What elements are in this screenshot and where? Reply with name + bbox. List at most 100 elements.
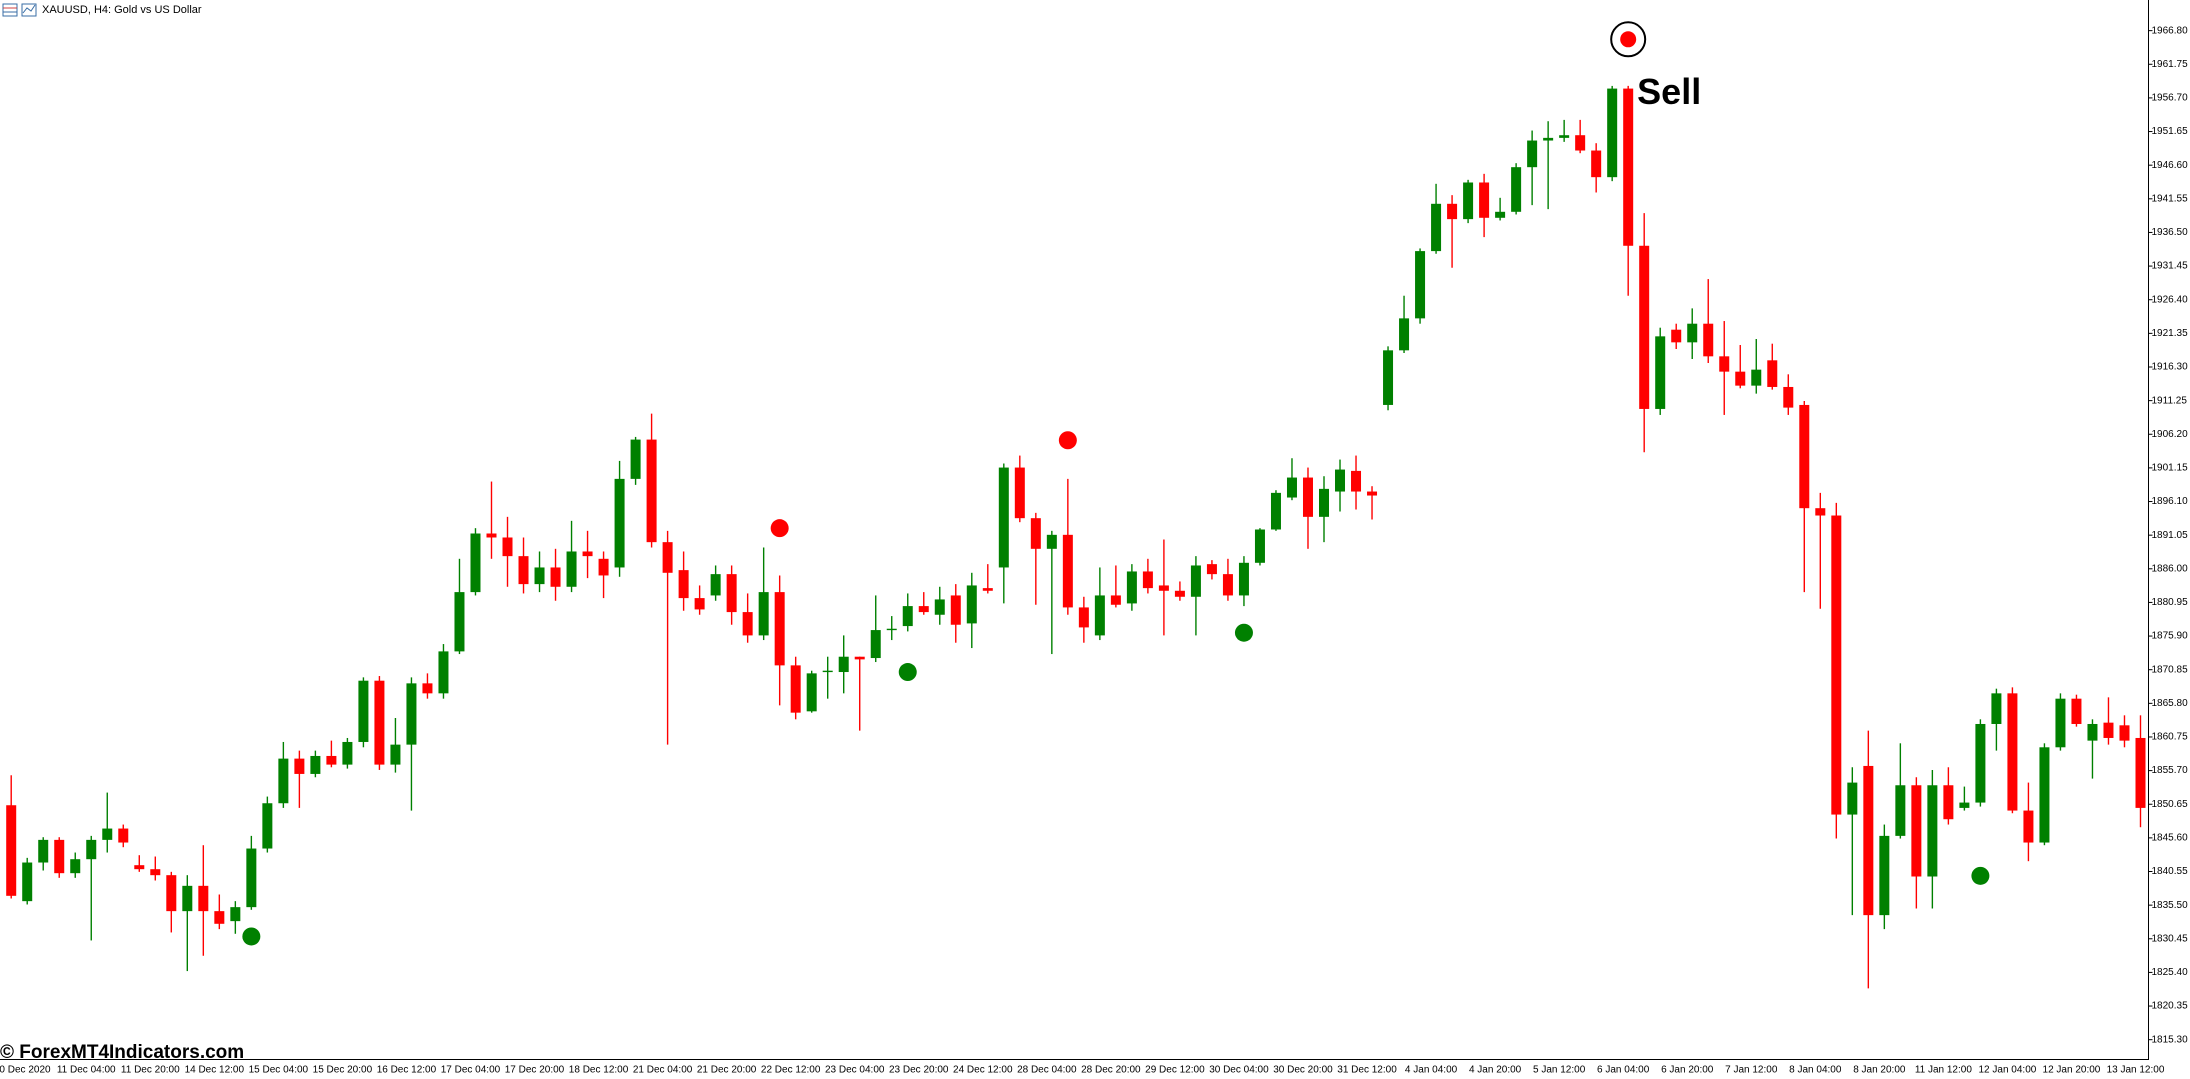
- y-tick-label: 1941.55: [2152, 193, 2189, 204]
- candle-body: [1383, 350, 1394, 405]
- candle-body: [1335, 469, 1346, 492]
- signal-ring: [1610, 21, 1647, 58]
- y-tick-label: 1865.80: [2152, 698, 2189, 709]
- candle-body: [1030, 518, 1041, 549]
- y-tick-label: 1961.75: [2152, 59, 2189, 70]
- x-tick-label: 17 Dec 20:00: [505, 1065, 565, 1076]
- x-tick-label: 30 Dec 04:00: [1209, 1065, 1269, 1076]
- candle-body: [998, 467, 1009, 568]
- candle-body: [390, 744, 401, 765]
- candle-body: [214, 911, 225, 924]
- candle-body: [1543, 137, 1554, 141]
- candle-body: [838, 656, 849, 673]
- y-tick-label: 1926.40: [2152, 294, 2189, 305]
- candle-body: [870, 630, 881, 659]
- y-tick-label: 1946.60: [2152, 160, 2189, 171]
- y-tick-label: 1896.10: [2152, 496, 2189, 507]
- candle-body: [438, 651, 449, 694]
- x-tick-label: 18 Dec 12:00: [569, 1065, 629, 1076]
- candle-body: [1511, 167, 1522, 212]
- y-tick-label: 1855.70: [2152, 765, 2189, 776]
- candle-body: [1847, 782, 1858, 815]
- y-tick-label: 1906.20: [2152, 429, 2189, 440]
- candle-body: [1142, 571, 1153, 589]
- x-tick-label: 15 Dec 04:00: [249, 1065, 309, 1076]
- candle-body: [1815, 508, 1826, 516]
- candle-body: [1062, 534, 1073, 608]
- candle-body: [1286, 477, 1297, 498]
- signal-dot: [1234, 623, 1253, 642]
- candle-body: [982, 588, 993, 591]
- x-tick-label: 24 Dec 12:00: [953, 1065, 1013, 1076]
- candle-body: [1078, 607, 1089, 628]
- x-tick-label: 6 Jan 20:00: [1661, 1065, 1714, 1076]
- candle-body: [454, 592, 465, 652]
- candle-body: [2087, 723, 2098, 741]
- candle-body: [2119, 725, 2130, 741]
- x-tick-label: 16 Dec 12:00: [377, 1065, 437, 1076]
- x-tick-label: 23 Dec 04:00: [825, 1065, 885, 1076]
- candle-body: [774, 592, 785, 666]
- candle-body: [70, 859, 81, 874]
- candle-body: [422, 683, 433, 694]
- candle-body: [1623, 88, 1634, 246]
- candle-body: [918, 606, 929, 613]
- candle-body: [1719, 356, 1730, 372]
- candle-body: [182, 885, 193, 912]
- icon-line: [22, 4, 36, 14]
- candle-body: [710, 574, 721, 596]
- candle-body: [2039, 747, 2050, 843]
- candle-body: [358, 680, 369, 742]
- candle-body: [54, 839, 65, 874]
- x-tick-label: 11 Dec 04:00: [57, 1065, 116, 1076]
- candle-body: [1895, 785, 1906, 836]
- x-tick-label: 12 Jan 20:00: [2043, 1065, 2101, 1076]
- x-tick-label: 10 Dec 2020: [0, 1065, 51, 1076]
- candle-body: [262, 803, 273, 849]
- candle-body: [1367, 491, 1378, 496]
- x-tick-label: 21 Dec 20:00: [697, 1065, 757, 1076]
- candle-body: [166, 875, 177, 912]
- y-tick-label: 1835.50: [2152, 900, 2189, 911]
- candle-body: [646, 439, 657, 543]
- candle-body: [134, 865, 145, 870]
- signal-dot: [1620, 31, 1637, 48]
- candle-body: [1126, 571, 1137, 604]
- candle-body: [1863, 765, 1874, 916]
- candle-body: [550, 567, 561, 587]
- signal-dot: [1058, 431, 1077, 450]
- candle-body: [678, 570, 689, 599]
- candle-body: [278, 758, 289, 804]
- candle-body: [198, 885, 209, 912]
- candle-body: [1959, 802, 1970, 808]
- watermark: © ForexMT4Indicators.com: [0, 1042, 244, 1063]
- candle-body: [1991, 693, 2002, 724]
- candle-body: [566, 551, 577, 587]
- candle-body: [1527, 140, 1538, 168]
- candle-body: [1094, 595, 1105, 636]
- candle-body: [1975, 723, 1986, 803]
- x-tick-label: 8 Jan 20:00: [1853, 1065, 1906, 1076]
- candle-body: [102, 828, 113, 840]
- x-tick-label: 4 Jan 20:00: [1469, 1065, 1522, 1076]
- candle-body: [1911, 785, 1922, 877]
- candle-body: [406, 683, 417, 745]
- y-tick-label: 1825.40: [2152, 967, 2189, 978]
- x-tick-label: 6 Jan 04:00: [1597, 1065, 1650, 1076]
- candle-body: [1222, 574, 1233, 596]
- candle-body: [1351, 470, 1362, 492]
- x-tick-label: 28 Dec 20:00: [1081, 1065, 1141, 1076]
- candle-body: [806, 673, 817, 712]
- candle-body: [1206, 564, 1217, 575]
- candle-body: [310, 755, 321, 774]
- candle-body: [1431, 203, 1442, 252]
- candle-body: [1495, 211, 1506, 218]
- candle-body: [1575, 135, 1586, 151]
- y-tick-label: 1911.25: [2152, 395, 2188, 406]
- candle-body: [1479, 182, 1490, 218]
- y-tick-label: 1936.50: [2152, 227, 2189, 238]
- candle-body: [694, 598, 705, 610]
- candle-body: [2023, 810, 2034, 843]
